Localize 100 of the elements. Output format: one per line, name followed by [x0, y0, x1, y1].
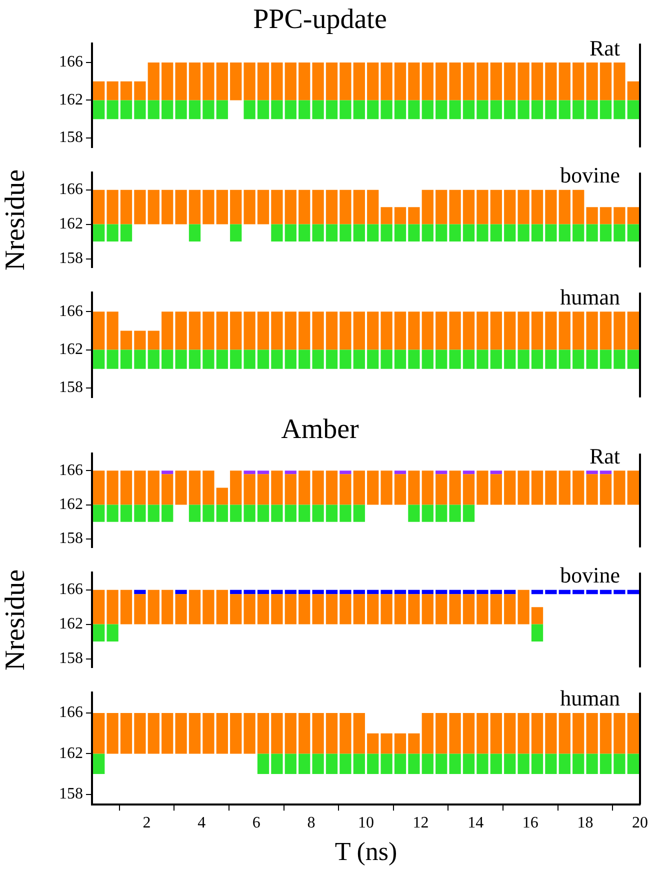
- bar: [257, 62, 270, 100]
- bar: [462, 474, 475, 505]
- bar: [504, 470, 516, 505]
- bar: [134, 594, 146, 624]
- bar: [394, 754, 406, 774]
- bar: [614, 470, 626, 505]
- bar: [422, 312, 434, 350]
- bar: [284, 504, 296, 522]
- bar: [326, 190, 338, 224]
- bar: [504, 590, 516, 594]
- bar: [244, 350, 256, 369]
- bar: [518, 470, 530, 505]
- bar: [271, 100, 283, 120]
- bar: [298, 190, 310, 224]
- bar: [380, 224, 392, 242]
- bar: [175, 712, 187, 754]
- bar: [188, 190, 201, 224]
- bar: [476, 350, 488, 369]
- bar: [120, 81, 132, 100]
- bar: [462, 190, 475, 224]
- y-tick-label: 166: [59, 302, 83, 320]
- bar: [284, 350, 296, 369]
- bar: [436, 474, 448, 505]
- y-tick-label: 158: [59, 379, 83, 396]
- bar: [586, 470, 598, 474]
- bar: [476, 100, 488, 120]
- bar: [367, 224, 379, 242]
- bar: [188, 100, 201, 120]
- bar: [476, 712, 488, 754]
- bar: [134, 330, 146, 350]
- bar: [257, 350, 270, 369]
- bar: [572, 350, 584, 369]
- bar: [298, 100, 310, 120]
- bar: [504, 350, 516, 369]
- bar: [545, 470, 557, 505]
- bar: [408, 590, 420, 594]
- bar: [436, 712, 448, 754]
- bar: [600, 474, 612, 505]
- bar: [627, 470, 639, 505]
- bar: [586, 712, 598, 754]
- bar: [162, 190, 174, 224]
- bar: [394, 312, 406, 350]
- bar: [120, 350, 132, 369]
- bar: [572, 590, 584, 594]
- bar: [162, 312, 174, 350]
- bar: [93, 504, 105, 522]
- bar: [326, 100, 338, 120]
- bar: [244, 590, 256, 594]
- bar: [394, 590, 406, 594]
- bar: [326, 594, 338, 624]
- y-tick-label: 162: [59, 496, 83, 513]
- bar: [394, 224, 406, 242]
- bar: [312, 594, 324, 624]
- bar: [462, 312, 475, 350]
- bar: [120, 590, 132, 624]
- bar: [558, 350, 570, 369]
- bar: [462, 224, 475, 242]
- x-tick-label: 10: [358, 814, 374, 832]
- bar: [162, 350, 174, 369]
- bar: [93, 470, 105, 505]
- bar: [340, 350, 352, 369]
- bar: [531, 624, 544, 642]
- bar: [202, 62, 214, 100]
- bar: [462, 590, 475, 594]
- bar: [298, 312, 310, 350]
- bar: [462, 712, 475, 754]
- bar: [230, 62, 242, 100]
- bar: [586, 590, 598, 594]
- bar: [284, 474, 296, 505]
- bar: [353, 100, 365, 120]
- bar: [230, 470, 242, 505]
- bar: [558, 754, 570, 774]
- bar: [422, 504, 434, 522]
- bar: [449, 754, 461, 774]
- bar: [572, 62, 584, 100]
- bar: [188, 590, 201, 624]
- bar: [244, 470, 256, 474]
- bar: [284, 590, 296, 594]
- bar: [106, 470, 118, 505]
- bar: [586, 754, 598, 774]
- bar: [148, 330, 160, 350]
- bar: [106, 312, 118, 350]
- bar: [120, 712, 132, 754]
- bar: [134, 712, 146, 754]
- bar: [188, 350, 201, 369]
- bar: [600, 590, 612, 594]
- bar: [436, 312, 448, 350]
- bar: [244, 100, 256, 120]
- bar: [162, 504, 174, 522]
- bar: [436, 100, 448, 120]
- bar: [340, 504, 352, 522]
- bar: [257, 712, 270, 754]
- bar: [462, 62, 475, 100]
- bar: [572, 100, 584, 120]
- bar: [216, 350, 228, 369]
- bar: [257, 190, 270, 224]
- bar: [558, 312, 570, 350]
- bar: [490, 100, 502, 120]
- bar: [558, 470, 570, 505]
- bar: [367, 350, 379, 369]
